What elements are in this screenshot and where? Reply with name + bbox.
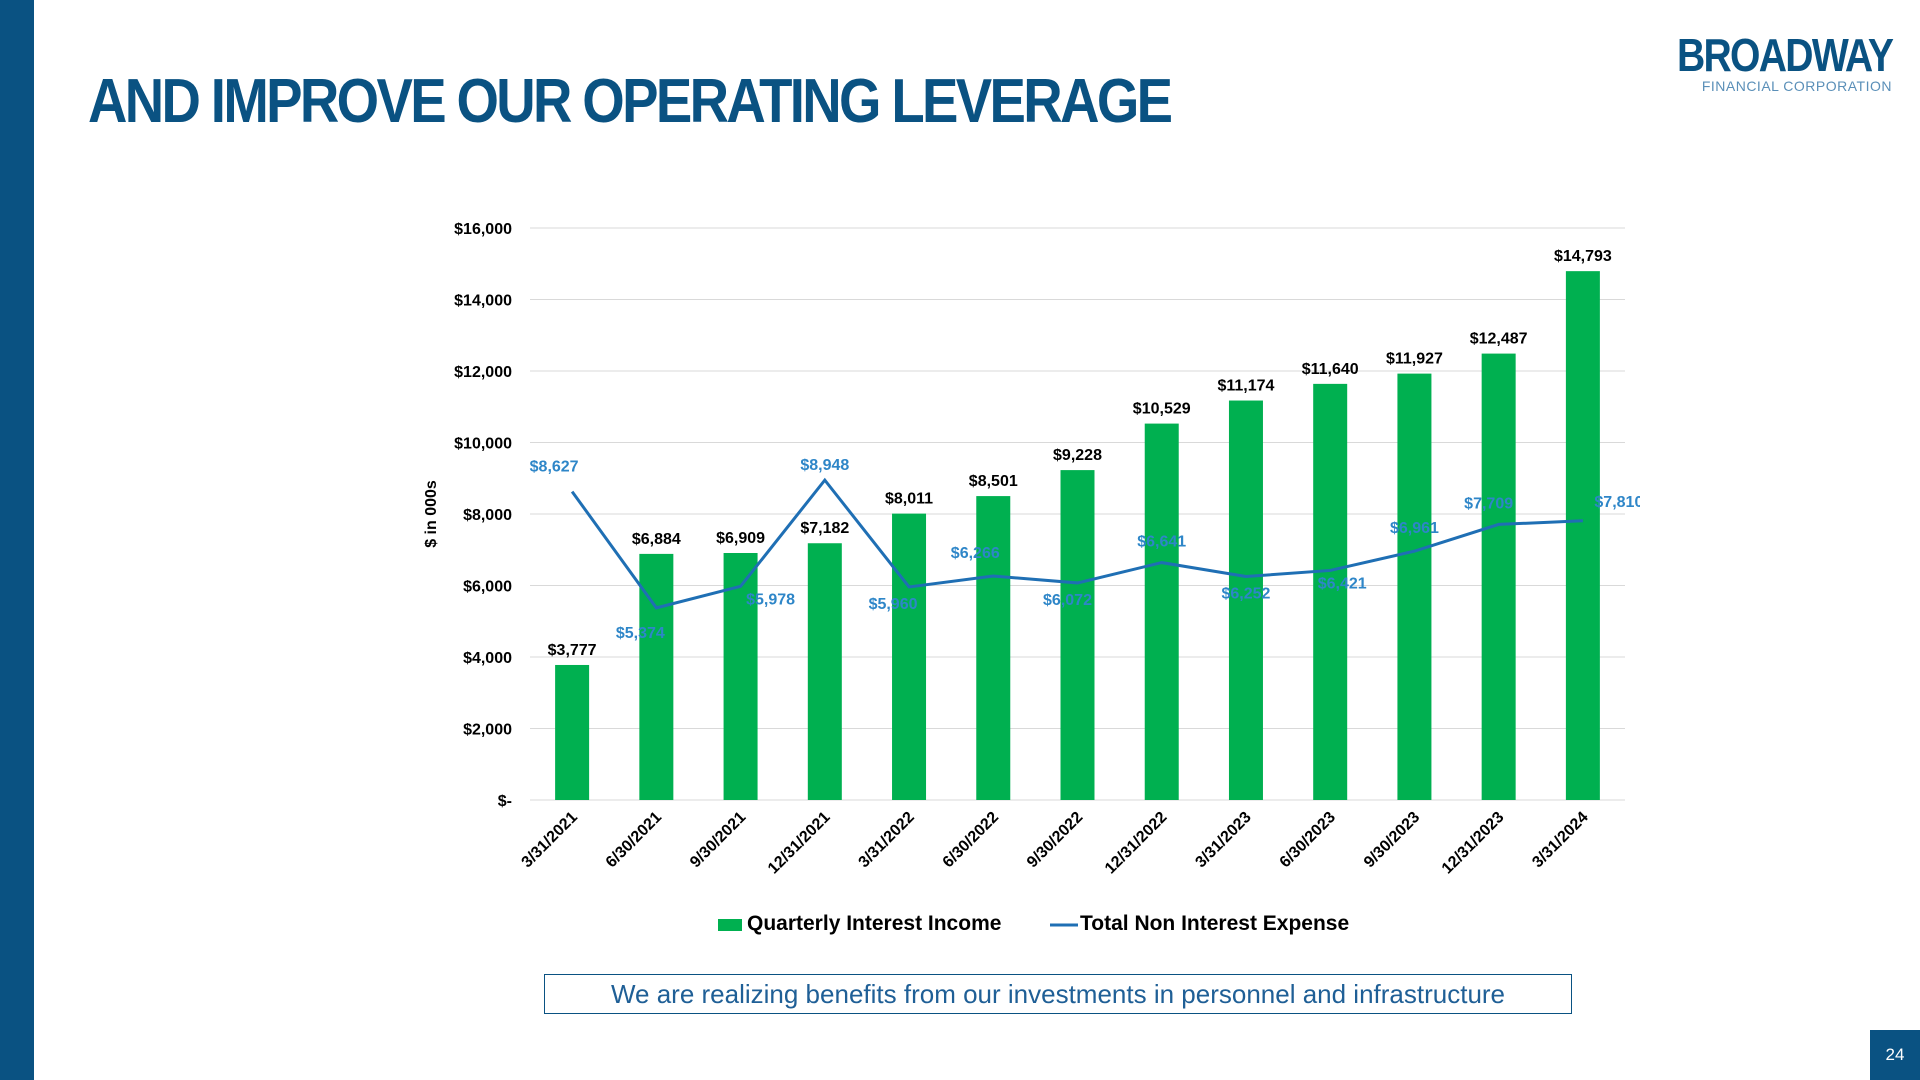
bar: [639, 553, 674, 800]
bar-data-label: $6,884: [632, 531, 681, 548]
y-tick-label: $14,000: [454, 293, 512, 310]
bar: [555, 664, 590, 800]
series-line: [570, 477, 1583, 610]
caption-box: We are realizing benefits from our inves…: [544, 974, 1572, 1014]
line-data-label: $5,960: [869, 596, 918, 613]
bar: [1228, 400, 1263, 800]
y-tick-label: $12,000: [454, 364, 512, 381]
legend-label-bar: Quarterly Interest Income: [747, 912, 1001, 935]
x-tick-label: 12/31/2023: [1439, 809, 1508, 878]
x-tick-label: 3/31/2024: [1529, 809, 1591, 871]
bar: [723, 553, 758, 800]
logo-name: BROADWAY: [1676, 29, 1894, 81]
caption-text: We are realizing benefits from our inves…: [610, 978, 1506, 1009]
line-data-label: $6,252: [1221, 585, 1270, 602]
bar: [1565, 271, 1600, 800]
x-tick-label: 9/30/2021: [687, 809, 749, 871]
bar-data-label: $12,487: [1470, 331, 1528, 348]
line-data-label: $8,948: [800, 457, 849, 474]
y-tick-label: $4,000: [463, 650, 512, 667]
bar: [1060, 470, 1095, 800]
bar-data-label: $7,182: [800, 520, 849, 537]
line-data-label: $7,810: [1594, 494, 1640, 511]
bar-data-label: $11,174: [1217, 378, 1274, 395]
bar-data-label: $10,529: [1133, 401, 1191, 418]
bar-data-label: $9,228: [1053, 447, 1102, 464]
x-tick-label: 12/31/2021: [765, 809, 834, 878]
bar: [1481, 353, 1516, 800]
bar-data-label: $6,909: [716, 530, 765, 547]
line-data-label: $5,374: [616, 625, 665, 642]
y-tick-label: $8,000: [463, 507, 512, 524]
bar-data-label: $8,501: [969, 473, 1018, 490]
broadway-logo: BROADWAY FINANCIAL CORPORATION: [1639, 29, 1894, 94]
y-tick-label: $-: [498, 793, 512, 810]
line-data-label: $6,421: [1318, 575, 1367, 592]
bar-data-label: $14,793: [1554, 248, 1612, 265]
y-tick-label: $16,000: [454, 221, 512, 238]
x-tick-label: 3/31/2022: [856, 809, 918, 871]
line-data-label: $5,978: [746, 591, 795, 608]
bar: [1313, 383, 1348, 800]
x-tick-label: 12/31/2022: [1102, 809, 1171, 878]
y-tick-label: $2,000: [463, 722, 512, 739]
left-accent-bar: [0, 0, 34, 1080]
x-tick-label: 6/30/2022: [940, 809, 1002, 871]
bar: [1397, 373, 1432, 800]
y-tick-label: $10,000: [454, 436, 512, 453]
legend-swatch-bar: [718, 919, 742, 931]
x-tick-label: 6/30/2023: [1277, 809, 1339, 871]
page-number: 24: [1870, 1030, 1920, 1080]
bar: [1144, 423, 1179, 800]
x-tick-label: 9/30/2022: [1024, 809, 1086, 871]
line-data-label: $6,641: [1137, 534, 1186, 551]
bar-data-label: $11,927: [1386, 351, 1443, 368]
x-tick-label: 3/31/2021: [519, 809, 581, 871]
bar-data-label: $11,640: [1302, 361, 1359, 378]
bar: [807, 543, 842, 800]
bar-data-label: $3,777: [548, 642, 597, 659]
legend-label-line: Total Non Interest Expense: [1080, 912, 1349, 935]
y-axis-label: $ in 000s: [423, 480, 440, 548]
bar-data-label: $8,011: [885, 491, 933, 508]
bar: [976, 496, 1011, 800]
line-data-label: $6,961: [1390, 520, 1439, 537]
x-tick-label: 6/30/2021: [603, 809, 665, 871]
line-data-label: $6,266: [951, 545, 1000, 562]
x-tick-label: 3/31/2023: [1192, 809, 1254, 871]
line-data-label: $7,709: [1464, 495, 1513, 512]
slide-title: AND IMPROVE OUR OPERATING LEVERAGE: [88, 67, 1173, 136]
y-tick-label: $6,000: [463, 579, 512, 596]
x-tick-label: 9/30/2023: [1361, 809, 1423, 871]
logo-subtitle: FINANCIAL CORPORATION: [1701, 78, 1892, 94]
line-data-label: $6,072: [1043, 592, 1092, 609]
line-data-label: $8,627: [530, 459, 579, 476]
income-expense-chart: $- $2,000 $4,000 $6,000 $8,000 $10,000 $12,000…: [423, 221, 1640, 935]
bar: [892, 513, 927, 800]
